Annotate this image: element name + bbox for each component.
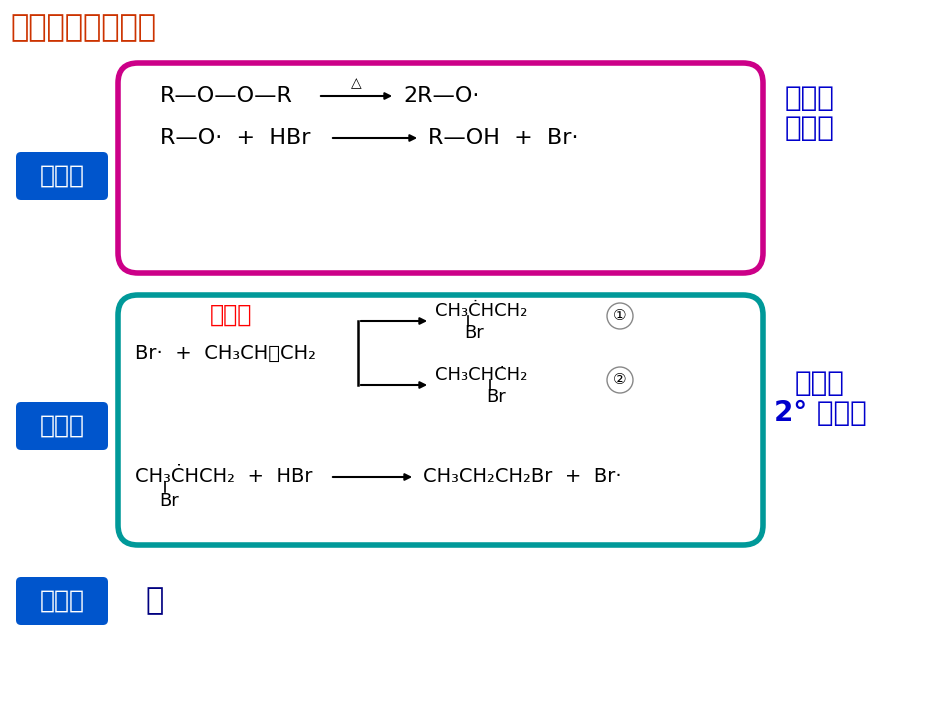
Text: R—O—O—R: R—O—O—R [160,86,293,106]
Text: △: △ [352,76,362,90]
Text: 2° 自由基: 2° 自由基 [773,399,866,427]
FancyBboxPatch shape [16,152,108,200]
Text: 链引发: 链引发 [40,164,85,188]
Text: ②: ② [613,372,627,387]
FancyBboxPatch shape [16,577,108,625]
Text: 略: 略 [145,587,163,615]
Text: 位阻小: 位阻小 [210,303,253,327]
Text: R—O·  +  HBr: R—O· + HBr [160,128,311,148]
Text: CH₃CH₂CH₂Br  +  Br·: CH₃CH₂CH₂Br + Br· [423,468,621,486]
Text: Br: Br [159,492,179,510]
Text: Br: Br [486,388,505,406]
Text: 链传递: 链传递 [40,414,85,438]
Text: 稳定的: 稳定的 [795,369,845,397]
Circle shape [607,367,633,393]
Text: 链终止: 链终止 [40,589,85,613]
Text: CH₃ĊHCH₂  +  HBr: CH₃ĊHCH₂ + HBr [135,468,313,486]
Text: CH₃ĊHCH₂: CH₃ĊHCH₂ [435,302,527,320]
Text: 烷氧基: 烷氧基 [785,84,835,112]
Text: Br: Br [464,324,484,342]
Circle shape [607,303,633,329]
Text: R—OH  +  Br·: R—OH + Br· [428,128,579,148]
FancyBboxPatch shape [118,63,763,273]
Text: ①: ① [613,309,627,324]
Text: 自由基: 自由基 [785,114,835,142]
FancyBboxPatch shape [118,295,763,545]
Text: CH₃CHĊH₂: CH₃CHĊH₂ [435,366,527,384]
Text: Br·  +  CH₃CH＝CH₂: Br· + CH₃CH＝CH₂ [135,344,316,362]
Text: 2R—O·: 2R—O· [403,86,480,106]
Text: 过氧化效应的机理: 过氧化效应的机理 [10,13,156,42]
FancyBboxPatch shape [16,402,108,450]
